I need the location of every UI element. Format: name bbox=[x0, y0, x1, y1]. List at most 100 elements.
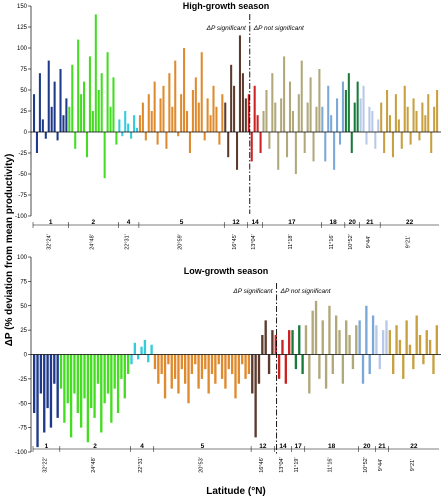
bar bbox=[69, 354, 73, 438]
latitude-label: 9°21' bbox=[406, 236, 412, 248]
bar bbox=[118, 119, 121, 132]
bar bbox=[56, 354, 59, 418]
annotation-not-significant: ΔP not significant bbox=[253, 25, 305, 32]
bar bbox=[206, 98, 209, 132]
bar bbox=[344, 90, 347, 132]
bar bbox=[244, 98, 247, 132]
bar bbox=[294, 132, 297, 174]
bar bbox=[251, 354, 254, 394]
bar bbox=[247, 354, 251, 374]
bar bbox=[194, 77, 197, 132]
bar bbox=[336, 98, 339, 132]
bar bbox=[83, 81, 86, 132]
bar bbox=[47, 60, 50, 132]
bar bbox=[406, 106, 409, 132]
bar bbox=[375, 325, 378, 355]
latitude-label: 24°48' bbox=[89, 234, 95, 250]
bar bbox=[254, 354, 257, 438]
group-label: 18 bbox=[329, 219, 337, 226]
bar bbox=[274, 335, 277, 355]
bar bbox=[224, 102, 227, 132]
bar bbox=[218, 132, 221, 145]
y-tick-label: 25 bbox=[20, 109, 27, 115]
bar bbox=[59, 354, 63, 389]
bar bbox=[331, 354, 334, 374]
bar bbox=[197, 354, 200, 389]
bar bbox=[288, 330, 291, 355]
bar bbox=[291, 330, 294, 355]
bar bbox=[207, 354, 210, 394]
bar bbox=[188, 132, 191, 153]
group-label: 20 bbox=[363, 443, 371, 450]
bar bbox=[106, 354, 110, 394]
latitude-label: 16°46' bbox=[259, 457, 265, 473]
bar bbox=[324, 354, 328, 389]
bar bbox=[173, 354, 177, 379]
y-tick-label: 100 bbox=[17, 255, 28, 261]
bar bbox=[33, 354, 36, 413]
bar bbox=[68, 106, 71, 132]
bar bbox=[113, 354, 116, 389]
bar bbox=[427, 94, 430, 132]
bar bbox=[311, 310, 314, 355]
bar bbox=[90, 354, 93, 409]
bar bbox=[74, 132, 77, 149]
y-tick-label: 0 bbox=[24, 353, 28, 359]
bar bbox=[314, 300, 318, 355]
bar bbox=[187, 354, 190, 404]
bar bbox=[374, 132, 377, 149]
bar bbox=[380, 102, 383, 132]
group-label: 4 bbox=[140, 443, 144, 450]
bar bbox=[237, 354, 241, 384]
latitude-label: 16°45' bbox=[232, 234, 238, 250]
bar bbox=[159, 98, 162, 132]
bar bbox=[144, 132, 147, 141]
y-tick-label: -50 bbox=[18, 401, 27, 407]
bar bbox=[150, 111, 153, 132]
bar bbox=[109, 106, 112, 132]
bar bbox=[185, 111, 189, 132]
group-label: 22 bbox=[406, 219, 414, 226]
bar bbox=[395, 325, 398, 355]
bar bbox=[62, 115, 65, 132]
bar bbox=[392, 354, 395, 374]
bar bbox=[126, 354, 130, 374]
bar bbox=[53, 81, 56, 132]
bar bbox=[318, 69, 321, 132]
bar bbox=[315, 106, 318, 132]
bar bbox=[359, 98, 362, 132]
bar bbox=[383, 132, 386, 153]
bar bbox=[94, 14, 97, 132]
y-tick-label: 25 bbox=[20, 328, 27, 334]
bar bbox=[33, 94, 36, 132]
group-label: 14 bbox=[279, 443, 287, 450]
y-tick-label: 150 bbox=[17, 4, 28, 10]
bar bbox=[365, 132, 368, 145]
bar bbox=[428, 339, 432, 355]
bar bbox=[59, 69, 62, 132]
latitude-label: 32°22' bbox=[42, 457, 48, 473]
bar bbox=[418, 335, 422, 355]
bar bbox=[133, 342, 137, 355]
latitude-label: 20°53' bbox=[198, 457, 204, 473]
bar bbox=[361, 354, 365, 384]
bar bbox=[298, 325, 301, 355]
bar bbox=[268, 132, 271, 149]
group-label: 5 bbox=[180, 219, 184, 226]
bar bbox=[394, 94, 397, 132]
bar bbox=[241, 354, 244, 365]
bar bbox=[141, 102, 144, 132]
bar bbox=[286, 132, 289, 158]
group-label: 5 bbox=[201, 443, 205, 450]
latitude-label: 11°16' bbox=[328, 457, 334, 472]
bar bbox=[425, 330, 428, 355]
bar bbox=[200, 354, 204, 379]
bar bbox=[96, 354, 100, 384]
bar bbox=[371, 315, 375, 355]
bar bbox=[261, 335, 264, 355]
bar bbox=[71, 64, 74, 132]
bar bbox=[63, 354, 66, 423]
bar bbox=[153, 354, 157, 370]
bar bbox=[197, 102, 200, 132]
